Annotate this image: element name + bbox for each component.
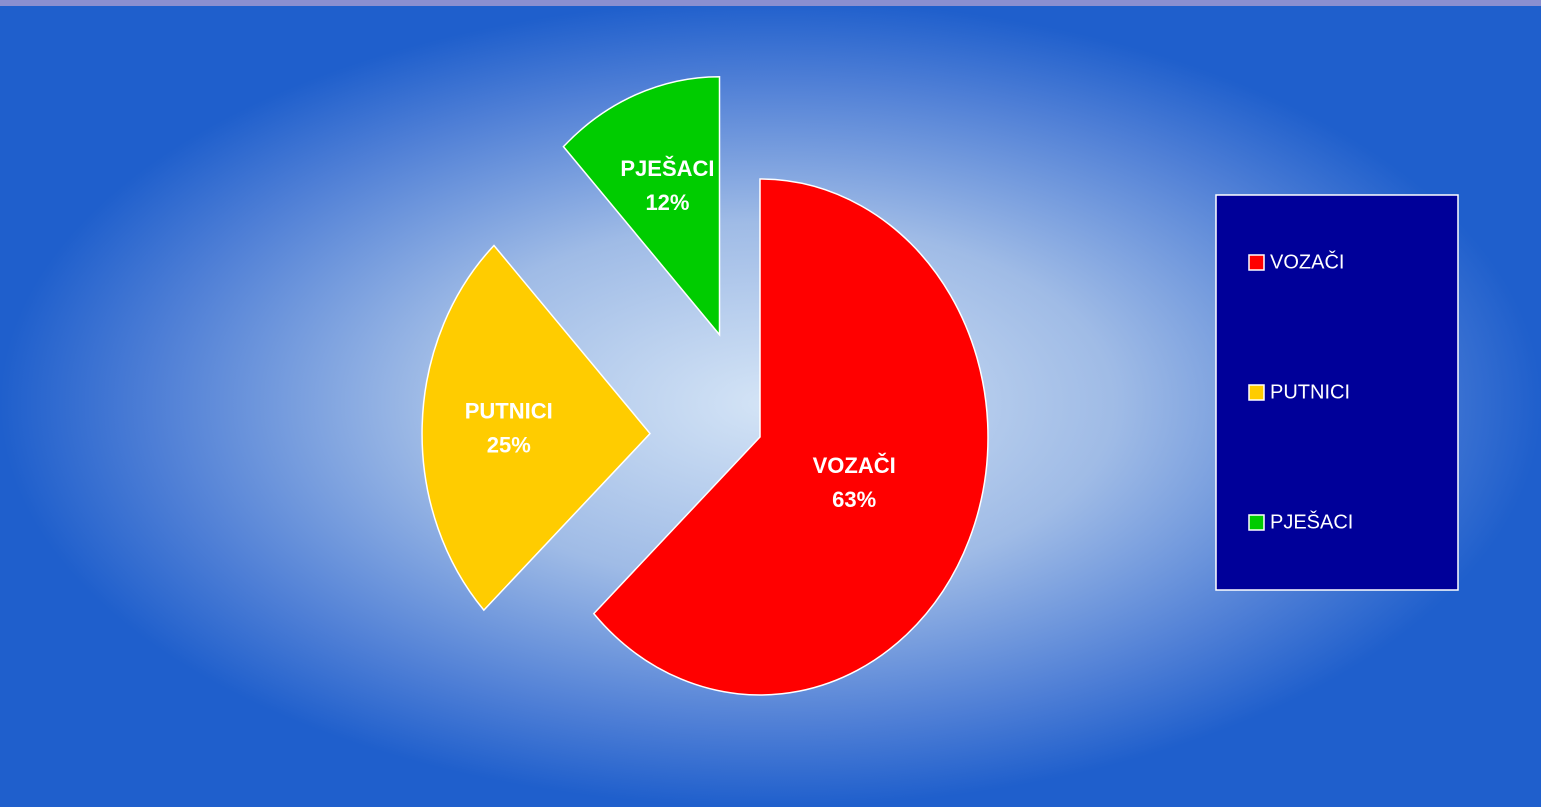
slice-value: 25% — [487, 432, 531, 457]
legend-label: VOZAČI — [1270, 250, 1344, 273]
slice-name: PJEŠACI — [620, 156, 714, 181]
slice-value: 12% — [645, 190, 689, 215]
legend-swatch — [1248, 384, 1265, 401]
pie-slice — [592, 178, 989, 696]
slice-name: PUTNICI — [465, 398, 553, 423]
pie-slice — [421, 244, 652, 612]
legend-label: PJEŠACI — [1270, 510, 1353, 533]
pie-slice — [562, 75, 721, 337]
slice-name: VOZAČI — [813, 453, 896, 478]
legend-label: PUTNICI — [1270, 381, 1350, 403]
legend-swatch — [1248, 514, 1265, 531]
slice-value: 63% — [832, 487, 876, 512]
top-strip — [0, 0, 1541, 6]
legend-swatch — [1248, 254, 1265, 271]
